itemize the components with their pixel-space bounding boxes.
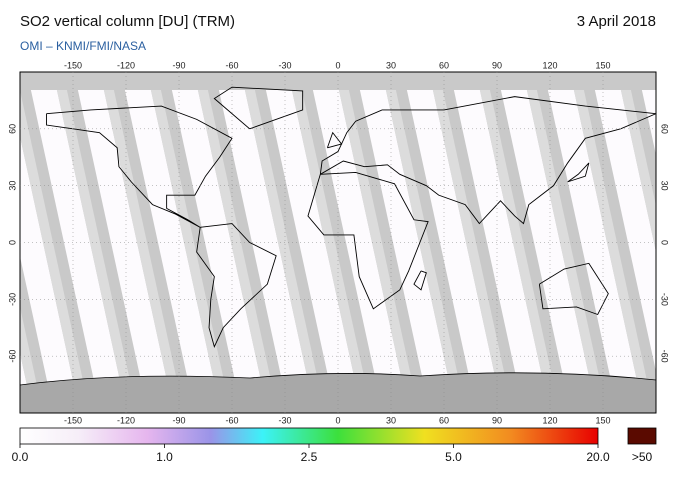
swath — [356, 72, 456, 413]
lon-tick-label-top: 0 — [335, 60, 340, 70]
coastline — [196, 223, 277, 348]
swath-edge — [523, 72, 607, 413]
lon-tick-label-bottom: 60 — [439, 415, 449, 425]
coastline — [413, 270, 427, 291]
colorbar — [19, 427, 599, 445]
lon-tick-label-top: -60 — [225, 60, 238, 70]
lon-tick-label-top: -30 — [278, 60, 291, 70]
lon-tick-label-bottom: -60 — [225, 415, 238, 425]
lon-tick-label-top: 30 — [386, 60, 396, 70]
swath-edge — [53, 72, 137, 413]
swath — [403, 72, 503, 413]
swath — [497, 72, 597, 413]
lon-tick-label-top: 90 — [492, 60, 502, 70]
lon-tick-label-bottom: -120 — [117, 415, 135, 425]
colorbar-tick-label: 2.5 — [301, 450, 318, 464]
swath — [638, 72, 656, 155]
colorbar-tick-label: 0.0 — [12, 450, 29, 464]
map — [20, 72, 656, 413]
swath-edge — [476, 72, 560, 413]
swath — [591, 72, 656, 372]
swath-edge — [288, 72, 372, 413]
lat-tick-label-right: 0 — [660, 240, 670, 245]
swath-edge — [100, 72, 184, 413]
swath-edge — [241, 72, 325, 413]
swath — [121, 72, 221, 413]
colorbar-tick-label: 1.0 — [156, 450, 173, 464]
lon-tick-label-top: 60 — [439, 60, 449, 70]
lon-tick-label-bottom: -150 — [64, 415, 82, 425]
swath-edge — [617, 72, 656, 252]
lon-tick-label-bottom: 150 — [595, 415, 610, 425]
swath — [168, 72, 268, 413]
lat-tick-label-right: 30 — [660, 181, 670, 191]
date: 3 April 2018 — [577, 13, 656, 30]
swath-edge — [147, 72, 231, 413]
overflow-label: >50 — [632, 450, 653, 464]
swath — [309, 72, 409, 413]
coastline — [307, 171, 429, 310]
colorbar-tick-label: 20.0 — [586, 450, 610, 464]
colorbar-overflow — [627, 427, 657, 445]
swath-edge — [335, 72, 419, 413]
lat-tick-label-right: -60 — [660, 350, 670, 363]
lat-tick-label-right: -30 — [660, 293, 670, 306]
coastline — [213, 86, 304, 130]
lat-tick-label-right: 60 — [660, 124, 670, 134]
lon-tick-label-bottom: -30 — [278, 415, 291, 425]
lon-tick-label-top: -150 — [64, 60, 82, 70]
swath-edge — [20, 90, 90, 413]
lat-tick-label-left: 30 — [7, 181, 17, 191]
lon-tick-label-bottom: -90 — [172, 415, 185, 425]
credit: OMI – KNMI/FMI/NASA — [20, 39, 146, 53]
coastline — [319, 96, 656, 225]
colorbar-tick-label: 5.0 — [445, 450, 462, 464]
swath-edge — [429, 72, 513, 413]
lon-tick-label-top: 120 — [542, 60, 557, 70]
title: SO2 vertical column [DU] (TRM) — [20, 13, 235, 30]
lat-tick-label-left: 60 — [7, 124, 17, 134]
coastline — [46, 105, 233, 228]
lon-tick-label-bottom: 120 — [542, 415, 557, 425]
lat-tick-label-left: 0 — [7, 240, 17, 245]
swath — [544, 72, 644, 413]
lon-tick-label-bottom: 90 — [492, 415, 502, 425]
coastline — [326, 131, 343, 149]
coastline — [567, 162, 590, 183]
lat-tick-label-left: -30 — [7, 293, 17, 306]
lat-tick-label-left: -60 — [7, 350, 17, 363]
lon-tick-label-top: -90 — [172, 60, 185, 70]
lon-tick-label-bottom: 30 — [386, 415, 396, 425]
lon-tick-label-bottom: 0 — [335, 415, 340, 425]
lon-tick-label-top: 150 — [595, 60, 610, 70]
lon-tick-label-top: -120 — [117, 60, 135, 70]
